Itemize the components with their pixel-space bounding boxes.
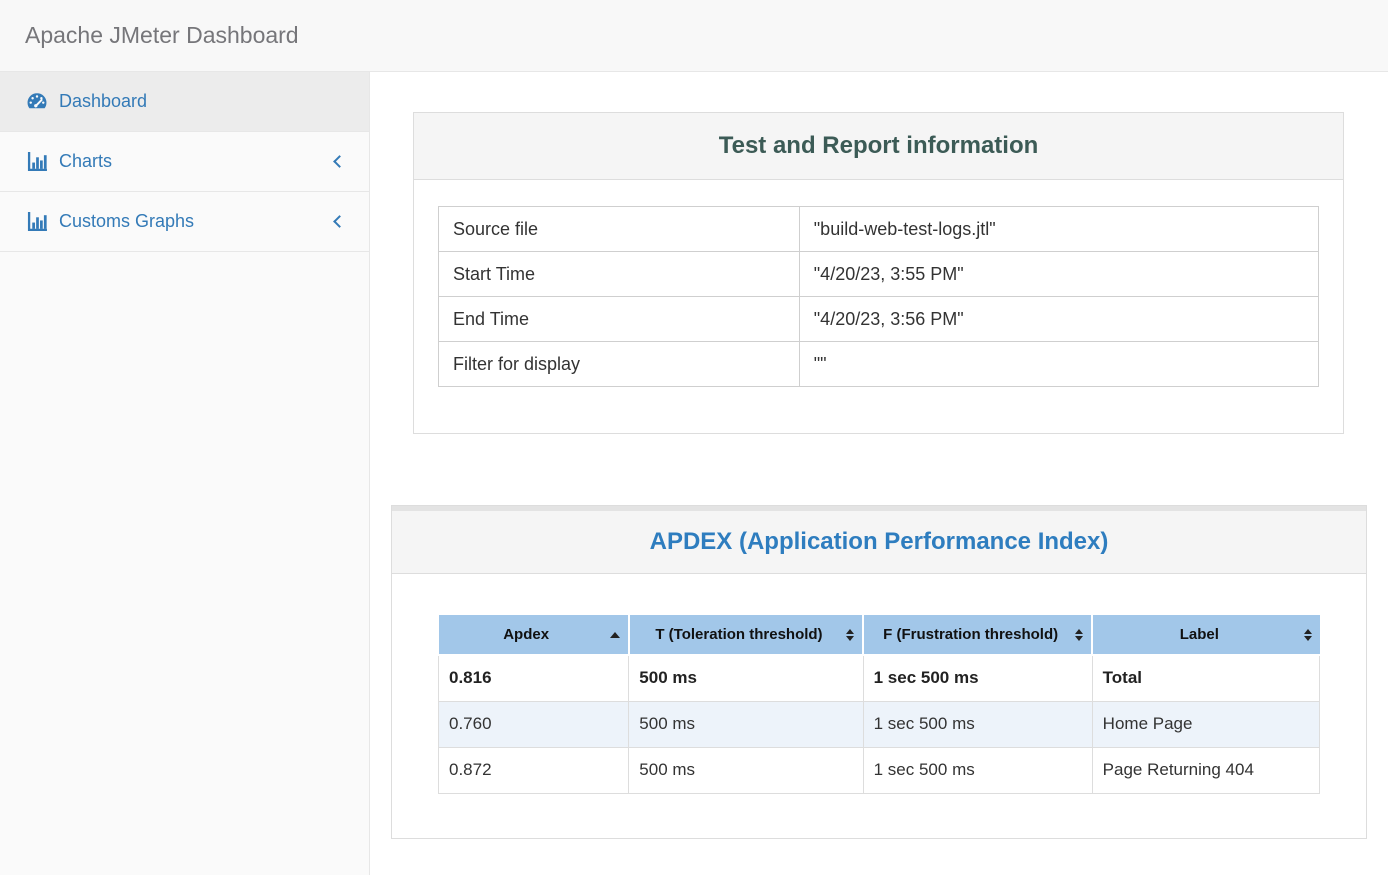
info-label: End Time	[438, 296, 800, 342]
test-info-panel: Test and Report information Source file …	[413, 112, 1344, 434]
sidebar: Dashboard Charts Customs Graphs	[0, 72, 370, 875]
sidebar-item-dashboard[interactable]: Dashboard	[0, 72, 369, 132]
table-row-total: 0.816 500 ms 1 sec 500 ms Total	[437, 654, 1321, 702]
label-value: Home Page	[1091, 700, 1321, 748]
sort-asc-icon	[609, 631, 620, 638]
main-content: Test and Report information Source file …	[370, 72, 1388, 875]
toleration-value: 500 ms	[628, 700, 864, 748]
table-row: End Time "4/20/23, 3:56 PM"	[438, 296, 1320, 342]
bar-chart-icon	[25, 211, 49, 233]
top-bar: Apache JMeter Dashboard	[0, 0, 1388, 72]
apdex-panel-title: APDEX (Application Performance Index)	[649, 528, 1109, 555]
test-info-panel-heading: Test and Report information	[414, 113, 1343, 180]
app-title: Apache JMeter Dashboard	[25, 22, 299, 48]
info-value: "4/20/23, 3:56 PM"	[798, 296, 1320, 342]
apdex-value: 0.760	[437, 700, 630, 748]
apdex-panel: APDEX (Application Performance Index) Ap…	[391, 505, 1367, 839]
info-label: Source file	[438, 206, 800, 252]
table-row: 0.760 500 ms 1 sec 500 ms Home Page	[437, 700, 1321, 748]
sidebar-item-label: Dashboard	[59, 91, 148, 111]
info-label: Start Time	[438, 251, 800, 297]
table-row: Source file "build-web-test-logs.jtl"	[438, 206, 1320, 252]
label-value: Page Returning 404	[1091, 746, 1321, 794]
table-row: 0.872 500 ms 1 sec 500 ms Page Returning…	[437, 746, 1321, 794]
test-info-panel-title: Test and Report information	[718, 132, 1039, 159]
chevron-left-icon[interactable]	[333, 155, 346, 168]
frustration-value: 1 sec 500 ms	[862, 654, 1093, 702]
test-info-panel-body: Source file "build-web-test-logs.jtl" St…	[414, 180, 1343, 433]
test-info-table: Source file "build-web-test-logs.jtl" St…	[438, 206, 1320, 387]
bar-chart-icon	[25, 151, 49, 173]
sidebar-item-charts[interactable]: Charts	[0, 132, 369, 192]
label-value: Total	[1091, 654, 1321, 702]
table-row: Start Time "4/20/23, 3:55 PM"	[438, 251, 1320, 297]
apdex-table: Apdex T (Toleration threshold) F (Frustr…	[437, 615, 1321, 794]
chevron-left-icon[interactable]	[333, 215, 346, 228]
frustration-value: 1 sec 500 ms	[862, 700, 1093, 748]
apdex-panel-heading: APDEX (Application Performance Index)	[392, 511, 1366, 574]
toleration-value: 500 ms	[628, 746, 864, 794]
sort-both-icon	[846, 628, 855, 641]
info-value: "build-web-test-logs.jtl"	[798, 206, 1320, 252]
info-label: Filter for display	[438, 341, 800, 387]
apdex-value: 0.872	[437, 746, 630, 794]
column-header-apdex[interactable]: Apdex	[438, 615, 629, 656]
column-header-toleration[interactable]: T (Toleration threshold)	[627, 615, 864, 656]
sidebar-item-label: Customs Graphs	[59, 211, 195, 231]
apdex-panel-top-strip	[392, 506, 1366, 511]
gauge-icon	[25, 91, 49, 113]
column-header-label[interactable]: Label	[1091, 615, 1320, 656]
sidebar-item-label: Charts	[59, 151, 113, 171]
sort-both-icon	[1075, 628, 1084, 641]
sort-both-icon	[1303, 628, 1312, 641]
info-value: ""	[798, 341, 1320, 387]
apdex-value: 0.816	[437, 654, 630, 702]
sidebar-item-customs-graphs[interactable]: Customs Graphs	[0, 192, 369, 252]
info-value: "4/20/23, 3:55 PM"	[798, 251, 1320, 297]
toleration-value: 500 ms	[628, 654, 864, 702]
apdex-header-row: Apdex T (Toleration threshold) F (Frustr…	[438, 615, 1320, 656]
frustration-value: 1 sec 500 ms	[862, 746, 1093, 794]
table-row: Filter for display ""	[438, 341, 1320, 387]
column-header-frustration[interactable]: F (Frustration threshold)	[862, 615, 1093, 656]
apdex-panel-body: Apdex T (Toleration threshold) F (Frustr…	[392, 574, 1366, 838]
